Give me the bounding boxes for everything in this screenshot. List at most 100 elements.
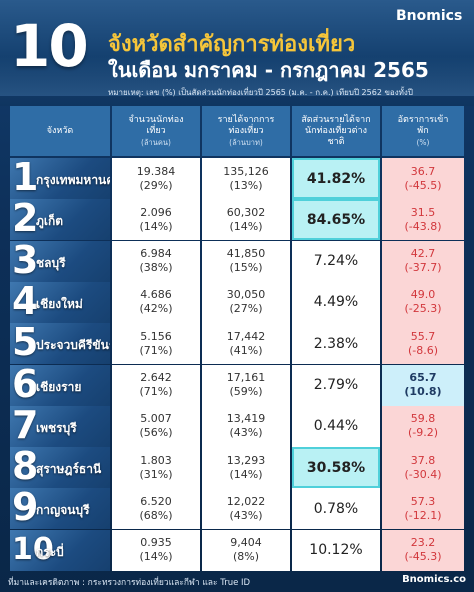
visitors-cell: 6.984 (38%) bbox=[112, 240, 200, 282]
visitors-value: 5.007 bbox=[140, 412, 172, 426]
revenue-cell: 30,050 (27%) bbox=[202, 281, 290, 323]
visitors-value: 19.384 bbox=[136, 164, 176, 178]
foreign-share-cell: 10.12% bbox=[292, 529, 380, 571]
province-cell: 6 เชียงราย bbox=[10, 364, 110, 406]
col-visitors: จำนวนนักท่องเที่ยว (ล้านคน) bbox=[112, 106, 200, 156]
revenue-pct: (59%) bbox=[229, 385, 263, 398]
brand-logo: Bnomics bbox=[396, 8, 463, 24]
occupancy-change: (-9.2) bbox=[407, 426, 439, 440]
foreign-share-value: 2.38% bbox=[313, 335, 359, 352]
rank-number: 4 bbox=[12, 281, 39, 323]
occupancy-cell: 65.7 (10.8) bbox=[382, 364, 464, 406]
province-name: กรุงเทพมหานคร bbox=[36, 173, 110, 187]
visitors-cell: 1.803 (31%) bbox=[112, 447, 200, 489]
revenue-pct: (8%) bbox=[232, 550, 260, 564]
col-occupancy-unit: (%) bbox=[416, 137, 430, 147]
visitors-pct: (29%) bbox=[139, 178, 173, 192]
visitors-cell: 5.007 (56%) bbox=[112, 405, 200, 447]
visitors-pct: (14%) bbox=[139, 550, 173, 564]
occupancy-change: (-25.3) bbox=[404, 302, 442, 316]
province-cell: 1กรุงเทพมหานคร bbox=[10, 158, 110, 199]
revenue-value: 135,126 bbox=[223, 164, 269, 178]
foreign-share-cell: 7.24% bbox=[292, 240, 380, 282]
revenue-cell: 60,302 (14%) bbox=[202, 199, 290, 241]
occupancy-change: (-45.5) bbox=[404, 178, 442, 192]
occupancy-cell: 55.7 (-8.6) bbox=[382, 323, 464, 365]
revenue-value: 17,161 bbox=[226, 371, 266, 384]
revenue-cell: 41,850 (15%) bbox=[202, 240, 290, 282]
province-name: ชลบุรี bbox=[36, 255, 66, 270]
footnote: หมายเหตุ: เลข (%) เป็นสัดส่วนนักท่องเที่… bbox=[108, 88, 413, 97]
visitors-value: 1.803 bbox=[140, 453, 172, 467]
occupancy-cell: 59.8 (-9.2) bbox=[382, 405, 464, 447]
title-line1: จังหวัดสำคัญการท่องเที่ยว bbox=[108, 32, 356, 57]
occupancy-change: (-12.1) bbox=[404, 508, 442, 522]
revenue-cell: 13,293 (14%) bbox=[202, 447, 290, 489]
rank-number: 5 bbox=[12, 323, 39, 365]
foreign-share-value: 30.58% bbox=[306, 459, 366, 476]
foreign-share-value: 41.82% bbox=[306, 170, 366, 187]
occupancy-change: (10.8) bbox=[404, 385, 442, 398]
site-url: Bnomics.co bbox=[402, 574, 466, 585]
occupancy-value: 23.2 bbox=[410, 536, 436, 550]
occupancy-value: 49.0 bbox=[410, 288, 436, 302]
visitors-value: 2.642 bbox=[140, 371, 172, 384]
col-visitors-label: จำนวนนักท่องเที่ยว bbox=[128, 114, 184, 136]
province-cell: 3 ชลบุรี bbox=[10, 240, 110, 282]
occupancy-change: (-30.4) bbox=[404, 467, 442, 481]
occupancy-cell: 42.7 (-37.7) bbox=[382, 240, 464, 282]
revenue-value: 12,022 bbox=[226, 494, 266, 508]
occupancy-cell: 31.5 (-43.8) bbox=[382, 199, 464, 241]
source-credit: ที่มาและเครดิตภาพ : กระทรวงการท่องเที่ยว… bbox=[8, 578, 251, 588]
province-name: สุราษฎร์ธานี bbox=[36, 462, 102, 477]
visitors-cell: 19.384 (29%) bbox=[112, 158, 200, 199]
visitors-value: 6.984 bbox=[140, 247, 172, 261]
rank-number: 2 bbox=[12, 199, 39, 241]
revenue-pct: (43%) bbox=[229, 508, 263, 522]
revenue-pct: (15%) bbox=[229, 261, 263, 275]
foreign-share-cell: 30.58% bbox=[292, 447, 380, 489]
rank-number: 7 bbox=[12, 405, 39, 447]
revenue-cell: 9,404 (8%) bbox=[202, 529, 290, 571]
visitors-value: 6.520 bbox=[140, 494, 172, 508]
foreign-share-cell: 2.79% bbox=[292, 364, 380, 406]
occupancy-value: 42.7 bbox=[410, 247, 436, 261]
occupancy-cell: 23.2 (-45.3) bbox=[382, 529, 464, 571]
occupancy-value: 36.7 bbox=[410, 164, 436, 178]
occupancy-change: (-8.6) bbox=[407, 343, 439, 357]
col-revenue-unit: (ล้านบาท) bbox=[229, 137, 263, 147]
occupancy-cell: 49.0 (-25.3) bbox=[382, 281, 464, 323]
revenue-cell: 12,022 (43%) bbox=[202, 488, 290, 530]
province-cell: 8 สุราษฎร์ธานี bbox=[10, 447, 110, 489]
province-name: กระบี่ bbox=[36, 544, 64, 559]
big-number: 10 bbox=[10, 12, 89, 80]
col-revenue-label: รายได้จากการท่องเที่ยว bbox=[217, 114, 275, 136]
visitors-cell: 5.156 (71%) bbox=[112, 323, 200, 365]
visitors-pct: (71%) bbox=[139, 343, 173, 357]
revenue-pct: (41%) bbox=[229, 343, 263, 357]
rank-number: 6 bbox=[12, 364, 39, 406]
province-name: ภูเก็ต bbox=[36, 214, 64, 229]
occupancy-change: (-43.8) bbox=[404, 219, 442, 233]
occupancy-cell: 57.3 (-12.1) bbox=[382, 488, 464, 530]
province-name: เพชรบุรี bbox=[36, 420, 77, 435]
foreign-share-value: 84.65% bbox=[306, 211, 366, 228]
skyline-image bbox=[0, 56, 474, 96]
foreign-share-value: 2.79% bbox=[313, 377, 359, 393]
visitors-cell: 2.096 (14%) bbox=[112, 199, 200, 241]
occupancy-value: 31.5 bbox=[410, 205, 436, 219]
foreign-share-cell: 0.78% bbox=[292, 488, 380, 530]
occupancy-value: 55.7 bbox=[410, 329, 436, 343]
rank-number: 8 bbox=[12, 447, 39, 489]
visitors-pct: (42%) bbox=[139, 302, 173, 316]
foreign-share-cell: 2.38% bbox=[292, 323, 380, 365]
col-occupancy-label: อัตราการเข้าพัก bbox=[397, 114, 449, 136]
province-cell: 7 เพชรบุรี bbox=[10, 405, 110, 447]
revenue-pct: (27%) bbox=[229, 302, 263, 316]
occupancy-change: (-45.3) bbox=[404, 550, 442, 564]
visitors-value: 0.935 bbox=[140, 536, 172, 550]
foreign-share-cell: 4.49% bbox=[292, 281, 380, 323]
title-line2: ในเดือน มกราคม - กรกฎาคม 2565 bbox=[108, 58, 429, 82]
rank-number: 1 bbox=[12, 158, 39, 199]
revenue-value: 9,404 bbox=[230, 536, 262, 550]
